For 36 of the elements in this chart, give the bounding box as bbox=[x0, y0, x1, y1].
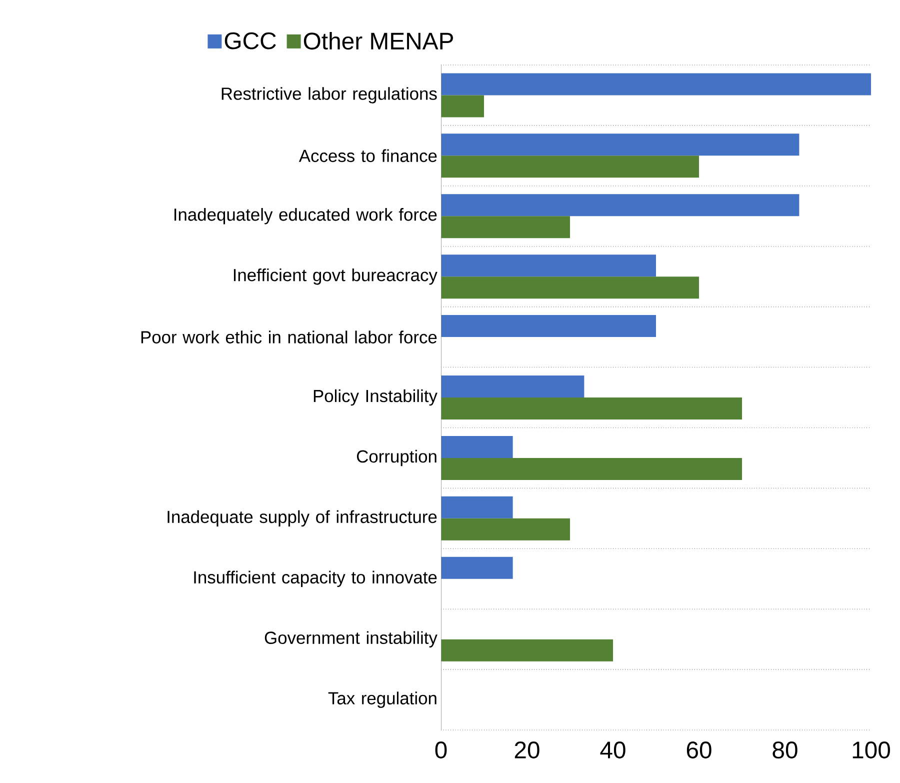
legend-label: Other MENAP bbox=[304, 32, 453, 50]
bar bbox=[441, 95, 484, 118]
x-tick-label: 40 bbox=[600, 742, 626, 758]
bar bbox=[441, 156, 700, 178]
x-tick-label: 100 bbox=[852, 742, 890, 758]
y-tick-label: Corruption bbox=[356, 450, 436, 466]
bar bbox=[441, 496, 513, 518]
bar bbox=[441, 276, 700, 299]
bar bbox=[441, 518, 570, 540]
bar bbox=[441, 639, 613, 662]
bar bbox=[441, 376, 584, 398]
y-tick-label: Access to finance bbox=[298, 149, 437, 162]
y-tick-label: Restrictive labor regulations bbox=[222, 87, 437, 104]
bar bbox=[441, 436, 513, 458]
bar bbox=[441, 194, 800, 216]
y-tick-label: Policy Instability bbox=[314, 389, 438, 406]
bar bbox=[441, 73, 872, 96]
y-tick-label: Poor work ethic in national labor force bbox=[141, 330, 437, 344]
y-tick-label: Insufficient capacity to innovate bbox=[194, 570, 437, 588]
bar bbox=[441, 556, 513, 579]
x-tick-label: 60 bbox=[686, 742, 712, 758]
y-tick-label: Government instability bbox=[264, 631, 438, 648]
bar bbox=[441, 216, 570, 238]
bar bbox=[441, 315, 656, 338]
bar bbox=[441, 398, 742, 420]
x-tick-label: 20 bbox=[514, 742, 540, 758]
y-tick-label: Inefficient govt bureacracy bbox=[234, 268, 438, 285]
y-tick-label: Inadequately educated work force bbox=[174, 208, 437, 224]
bar bbox=[441, 134, 800, 156]
bar bbox=[441, 254, 656, 277]
legend-label: GCC bbox=[224, 32, 276, 50]
y-tick-label: Tax regulation bbox=[328, 692, 436, 708]
y-tick-label: Inadequate supply of infrastructure bbox=[168, 510, 437, 527]
x-tick-label: 80 bbox=[772, 742, 798, 758]
x-tick-label: 0 bbox=[435, 742, 447, 758]
bar bbox=[441, 458, 742, 480]
